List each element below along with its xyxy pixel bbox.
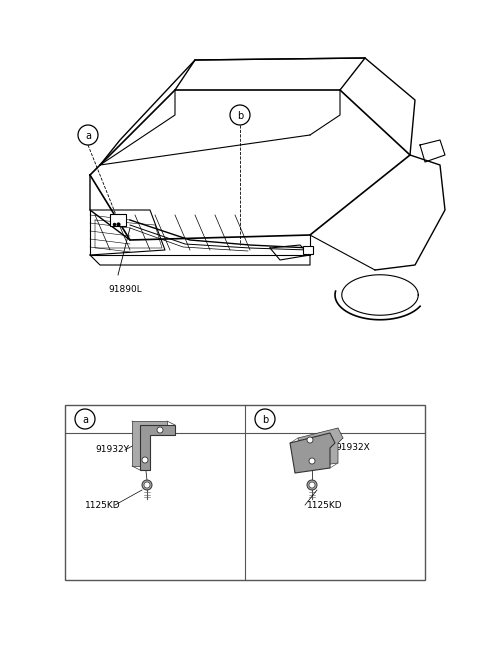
Circle shape <box>144 482 150 488</box>
Polygon shape <box>298 428 343 468</box>
Circle shape <box>307 480 317 490</box>
Text: 91890L: 91890L <box>108 285 142 294</box>
Circle shape <box>309 482 315 488</box>
Polygon shape <box>140 425 175 470</box>
Bar <box>65 405 425 580</box>
Circle shape <box>142 480 152 490</box>
Circle shape <box>309 458 315 464</box>
Polygon shape <box>290 433 335 473</box>
Text: b: b <box>262 415 268 425</box>
Circle shape <box>75 409 95 429</box>
Text: a: a <box>85 131 91 141</box>
Circle shape <box>307 437 313 443</box>
Bar <box>303 246 313 254</box>
Text: 1125KD: 1125KD <box>307 501 343 509</box>
Text: 91932Y: 91932Y <box>95 445 129 455</box>
Text: 1125KD: 1125KD <box>85 501 120 509</box>
Polygon shape <box>132 421 167 466</box>
Circle shape <box>255 409 275 429</box>
Text: 91932X: 91932X <box>335 443 370 453</box>
Circle shape <box>230 105 250 125</box>
Circle shape <box>78 125 98 145</box>
Text: a: a <box>82 415 88 425</box>
Text: b: b <box>237 111 243 121</box>
Bar <box>110 214 126 226</box>
Circle shape <box>157 427 163 433</box>
Circle shape <box>142 457 148 463</box>
